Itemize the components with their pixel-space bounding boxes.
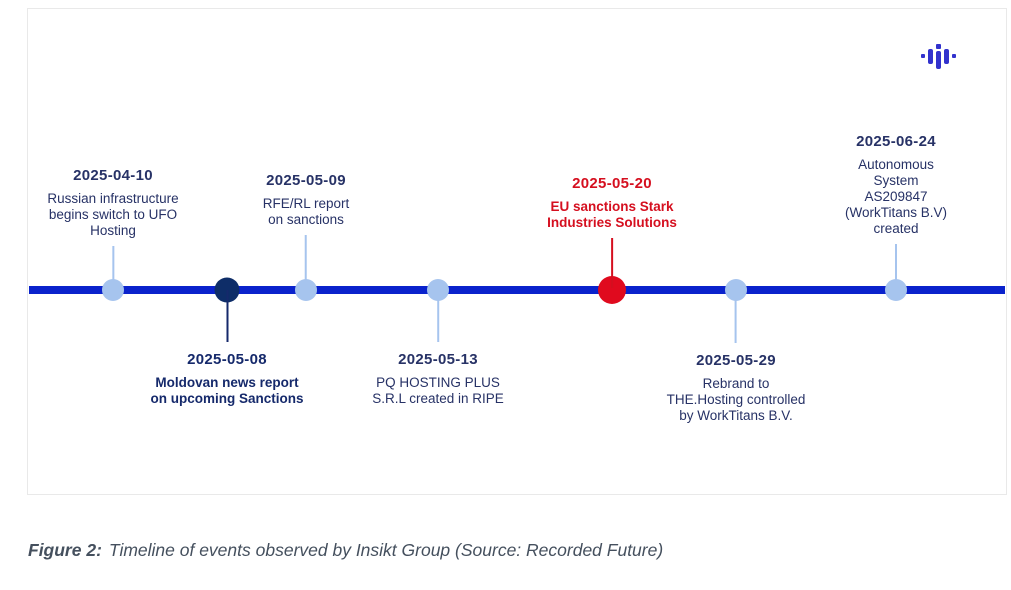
- logo-center-tick: [936, 43, 941, 49]
- timeline-dot-2025-05-09: [295, 279, 317, 301]
- event-description: Autonomous System AS209847 (WorkTitans B…: [844, 157, 947, 236]
- event-description: RFE/RL report on sanctions: [262, 196, 350, 227]
- event-description: Moldovan news report on upcoming Sanctio…: [150, 375, 304, 406]
- event-connector-line: [225, 290, 228, 342]
- timeline-figure-card: 2025-04-10 Russian infrastructure begins…: [27, 8, 1007, 495]
- timeline-event: 2025-06-24 Autonomous System AS209847 (W…: [841, 133, 951, 288]
- timeline-event: 2025-05-08 Moldovan news report on upcom…: [150, 290, 304, 407]
- timeline-axis-line: [29, 286, 1005, 294]
- event-date: 2025-05-09: [266, 172, 346, 189]
- timeline-event: 2025-05-13 PQ HOSTING PLUS S.R.L created…: [372, 290, 504, 407]
- logo-right-bar: [944, 48, 949, 64]
- event-description: EU sanctions Stark Industries Solutions: [547, 199, 677, 230]
- logo-center-column: [936, 43, 941, 69]
- event-connector-line: [437, 290, 439, 342]
- event-date: 2025-05-13: [398, 351, 478, 368]
- event-date: 2025-05-29: [696, 352, 776, 369]
- event-date: 2025-05-08: [187, 351, 267, 368]
- event-connector-line: [735, 290, 737, 343]
- event-connector-line: [112, 246, 114, 288]
- timeline-event: 2025-05-20 EU sanctions Stark Industries…: [547, 175, 677, 288]
- logo-right-dot: [952, 54, 956, 58]
- logo-center-bar: [936, 50, 941, 69]
- event-description: Russian infrastructure begins switch to …: [47, 191, 179, 238]
- logo-left-dot: [921, 54, 925, 58]
- event-description: PQ HOSTING PLUS S.R.L created in RIPE: [372, 375, 504, 406]
- event-connector-line: [305, 235, 307, 288]
- event-description: Rebrand to THE.Hosting controlled by Wor…: [666, 376, 806, 423]
- timeline-event: 2025-04-10 Russian infrastructure begins…: [47, 167, 179, 288]
- timeline-dot-2025-04-10: [102, 279, 124, 301]
- figure-caption: Figure 2: Timeline of events observed by …: [28, 540, 663, 561]
- event-connector-line: [610, 238, 613, 288]
- event-date: 2025-04-10: [73, 167, 153, 184]
- event-date: 2025-05-20: [572, 175, 652, 192]
- event-connector-line: [895, 244, 897, 288]
- figure-caption-text: Timeline of events observed by Insikt Gr…: [108, 540, 664, 560]
- timeline-event: 2025-05-09 RFE/RL report on sanctions: [262, 172, 350, 288]
- timeline-dot-2025-06-24: [885, 279, 907, 301]
- logo-left-bar: [928, 48, 933, 64]
- timeline-event: 2025-05-29 Rebrand to THE.Hosting contro…: [666, 290, 806, 424]
- event-date: 2025-06-24: [856, 133, 936, 150]
- recorded-future-logo-icon: [921, 39, 956, 73]
- figure-caption-label: Figure 2:: [28, 540, 102, 560]
